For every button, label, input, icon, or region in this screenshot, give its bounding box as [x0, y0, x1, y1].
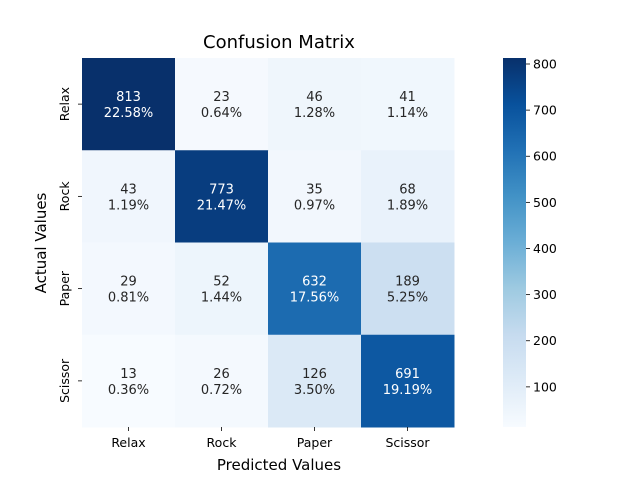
y-tick-label: Rock: [57, 181, 72, 212]
heatmap-cell: [175, 150, 269, 243]
cell-percent-label: 0.64%: [201, 106, 242, 121]
colorbar-tick-label: 300: [533, 287, 557, 302]
colorbar-tick-label: 600: [533, 149, 557, 164]
cell-percent-label: 1.89%: [387, 198, 428, 213]
cell-count-label: 632: [302, 275, 327, 290]
x-tick-label: Rock: [207, 435, 238, 450]
x-tick-label: Scissor: [385, 435, 430, 450]
cell-count-label: 35: [306, 182, 323, 197]
cell-count-label: 691: [395, 367, 420, 382]
heatmap-cell: [361, 242, 455, 336]
heatmap-cell: [82, 58, 176, 151]
heatmap-cell: [82, 150, 176, 243]
cell-percent-label: 1.14%: [387, 106, 428, 121]
colorbar-tick-label: 100: [533, 379, 557, 394]
heatmap-cell: [268, 58, 362, 151]
cell-percent-label: 3.50%: [294, 383, 335, 398]
x-tick-label: Relax: [111, 435, 145, 450]
heatmap-cell: [268, 242, 362, 336]
cell-percent-label: 19.19%: [383, 383, 433, 398]
cell-count-label: 126: [302, 367, 327, 382]
heatmap-cell: [361, 150, 455, 243]
cell-count-label: 68: [399, 182, 416, 197]
cell-percent-label: 0.72%: [201, 383, 242, 398]
x-tick-labels: Relax Rock Paper Scissor: [111, 427, 430, 450]
heatmap-cell: [82, 334, 176, 428]
cell-count-label: 23: [213, 90, 230, 105]
cell-percent-label: 21.47%: [197, 198, 247, 213]
chart-title: Confusion Matrix: [203, 32, 355, 53]
heatmap-cell: [82, 242, 176, 336]
cell-count-label: 189: [395, 275, 420, 290]
cell-percent-label: 0.36%: [108, 383, 149, 398]
heatmap-cell: [268, 334, 362, 428]
cell-percent-label: 1.19%: [108, 198, 149, 213]
x-tick-label: Paper: [297, 435, 333, 450]
cell-percent-label: 1.44%: [201, 291, 242, 306]
cell-percent-label: 17.56%: [290, 291, 340, 306]
cell-count-label: 13: [120, 367, 137, 382]
cell-count-label: 29: [120, 275, 137, 290]
heatmap-cell: [361, 58, 455, 151]
colorbar-tick-label: 800: [533, 56, 557, 71]
cell-percent-label: 1.28%: [294, 106, 335, 121]
colorbar-tick-label: 200: [533, 333, 557, 348]
cell-percent-label: 0.81%: [108, 291, 149, 306]
cell-count-label: 813: [116, 90, 141, 105]
heatmap-cell: [268, 150, 362, 243]
cell-count-label: 52: [213, 275, 230, 290]
colorbar-tick-label: 500: [533, 195, 557, 210]
heatmap-cell: [175, 58, 269, 151]
cell-percent-label: 22.58%: [104, 106, 154, 121]
cell-count-label: 46: [306, 90, 323, 105]
heatmap-cell: [175, 242, 269, 336]
heatmap-cell: [175, 334, 269, 428]
cell-count-label: 41: [399, 90, 416, 105]
cell-count-label: 26: [213, 367, 230, 382]
cell-percent-label: 5.25%: [387, 291, 428, 306]
cell-percent-label: 0.97%: [294, 198, 335, 213]
colorbar-tick-label: 400: [533, 241, 557, 256]
heatmap-cell: [361, 334, 455, 428]
colorbar-tick-label: 700: [533, 103, 557, 118]
y-tick-label: Relax: [57, 87, 72, 121]
y-tick-label: Scissor: [57, 358, 72, 403]
colorbar-ticks: 100 200 300 400 500 600 700 800: [526, 56, 557, 394]
y-tick-labels: Relax Rock Paper Scissor: [57, 87, 82, 403]
y-axis-label: Actual Values: [32, 192, 50, 293]
cell-count-label: 43: [120, 182, 137, 197]
colorbar: [503, 58, 526, 427]
cell-count-label: 773: [209, 182, 234, 197]
y-tick-label: Paper: [57, 270, 72, 306]
x-axis-label: Predicted Values: [217, 456, 341, 474]
